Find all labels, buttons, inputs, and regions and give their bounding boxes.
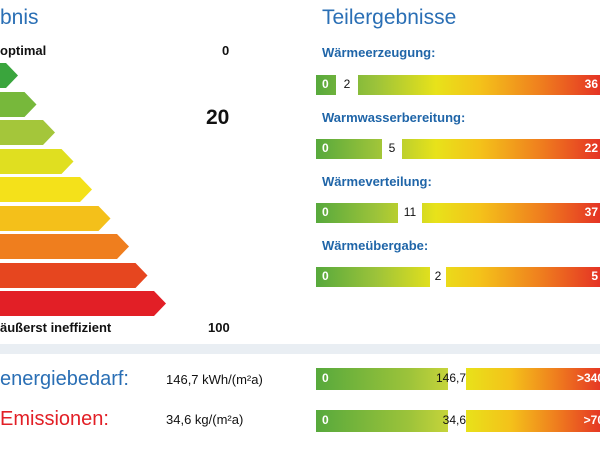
partial-results-title: Teilergebnisse (322, 6, 457, 29)
bar-max: >340 (576, 371, 600, 385)
bar-heat-distribution: 0 11 37 (316, 200, 600, 224)
ladder-arrow-6 (0, 205, 111, 231)
bar-green-segment (316, 410, 448, 432)
ladder-arrow-1 (0, 63, 18, 88)
bar-min: 0 (322, 413, 329, 427)
bar-min: 0 (322, 371, 329, 385)
ladder-arrow-2 (0, 91, 37, 117)
top-label: optimal (0, 43, 47, 58)
bar-marker: 2 (430, 264, 446, 288)
emissions-bar: 0 34,6 >70 (316, 410, 600, 432)
ladder-arrow-5 (0, 177, 92, 202)
bar-min: 0 (322, 205, 329, 219)
top-value: 0 (222, 43, 230, 58)
bottom-label: äußerst ineffizient (0, 320, 112, 335)
score-value: 20 (206, 106, 230, 129)
ladder-arrow-8 (0, 262, 148, 288)
bar-marker: 11 (398, 200, 422, 224)
ladder-arrow-4 (0, 148, 74, 174)
bar-hot-water: 0 5 22 (316, 136, 600, 160)
ladder-arrow-9 (0, 291, 166, 316)
result-title: bnis (0, 6, 39, 29)
bar-value: 34,6 (442, 413, 466, 427)
row-label-heat-generation: Wärmeerzeugung: (322, 45, 436, 60)
section-divider (0, 344, 600, 354)
bar-heat-transfer: 0 2 5 (316, 264, 600, 288)
energy-demand-label: energiebedarf: (0, 368, 129, 390)
emissions-value: 34,6 kg/(m²a) (166, 412, 244, 427)
row-label-heat-transfer: Wärmeübergabe: (322, 238, 429, 253)
bar-marker: 5 (382, 136, 402, 160)
bar-red-segment (466, 410, 600, 432)
row-label-heat-distribution: Wärmeverteilung: (322, 174, 432, 189)
bar-max: 5 (591, 269, 598, 283)
bar-green-segment (316, 368, 448, 390)
bar-value: 146,7 (435, 371, 466, 385)
ladder-arrow-3 (0, 120, 55, 145)
bar-min: 0 (322, 77, 329, 91)
energy-demand-bar: 0 146,7 >340 (316, 368, 600, 390)
row-label-hot-water: Warmwasserbereitung: (322, 110, 466, 125)
bar-max: >70 (583, 413, 600, 427)
bar-red-segment (466, 368, 600, 390)
bar-max: 36 (584, 77, 598, 91)
bar-max: 22 (584, 141, 598, 155)
bar-min: 0 (322, 141, 329, 155)
bar-max: 37 (584, 205, 598, 219)
bar-min: 0 (322, 269, 329, 283)
bar-heat-generation: 0 2 36 (316, 72, 600, 96)
emissions-label: Emissionen: (0, 408, 109, 430)
bottom-value: 100 (208, 320, 230, 335)
bar-marker: 2 (336, 72, 358, 96)
ladder-arrow-7 (0, 234, 129, 259)
energy-demand-value: 146,7 kWh/(m²a) (166, 372, 263, 387)
